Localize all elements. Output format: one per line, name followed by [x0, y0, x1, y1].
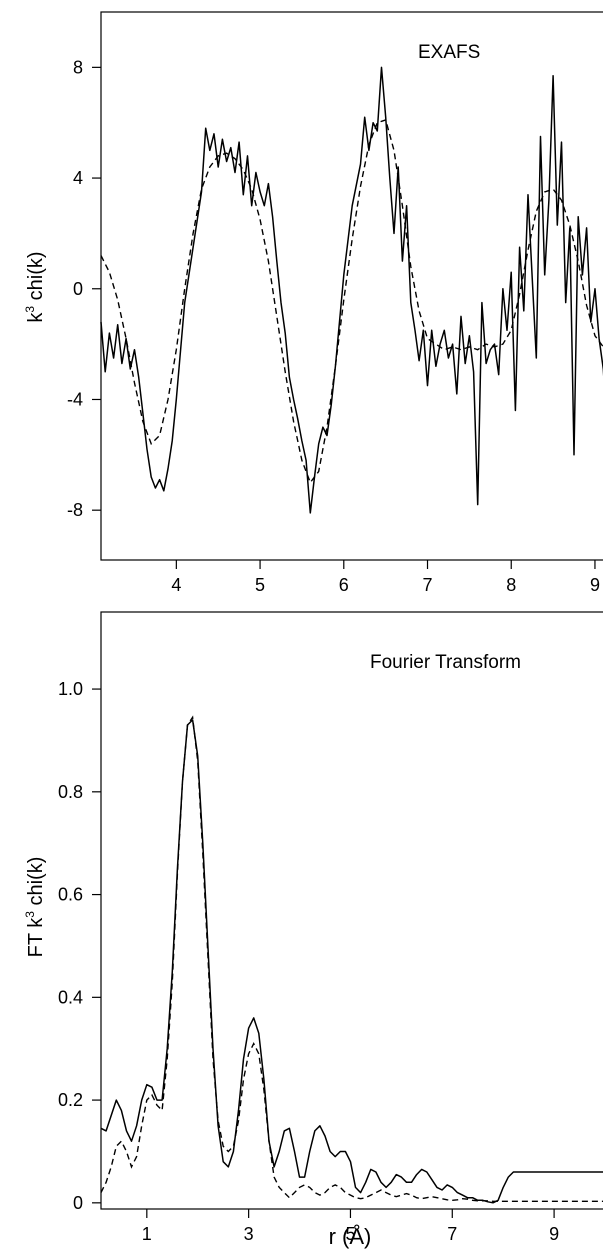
- x-tick-label: 5: [255, 575, 265, 595]
- exafs-x-ticks: 4 5 6 7 8 9: [171, 560, 600, 595]
- exafs-plot-frame: [100, 11, 603, 561]
- x-tick-label: 4: [171, 575, 181, 595]
- x-tick-label: 8: [506, 575, 516, 595]
- x-tick-label: 1: [142, 1224, 152, 1244]
- y-tick-label: 8: [73, 57, 83, 77]
- exafs-y-axis-label: k3 chi(k): [23, 251, 47, 322]
- x-tick-label: 3: [244, 1224, 254, 1244]
- y-tick-label: 0.6: [58, 885, 83, 905]
- y-tick-label: 0: [73, 1193, 83, 1213]
- ft-panel: 0 0.2 0.4 0.6 0.8 1.0 1 3 5 7 9 Fourier Transform…: [23, 611, 603, 1249]
- y-tick-label: 0: [73, 279, 83, 299]
- exafs-y-ticks: -8 -4 0 4 8: [67, 57, 101, 520]
- x-tick-label: 5: [345, 1224, 355, 1244]
- x-tick-label: 7: [447, 1224, 457, 1244]
- ft-plot-frame: [100, 611, 603, 1210]
- x-tick-label: 7: [423, 575, 433, 595]
- y-tick-label: 1.0: [58, 679, 83, 699]
- ft-x-ticks: 1 3 5 7 9: [142, 1209, 559, 1244]
- y-tick-label: -4: [67, 389, 83, 409]
- x-tick-label: 9: [549, 1224, 559, 1244]
- exafs-panel: -8 -4 0 4 8 4 5 6 7 8 9 EXAFS k3 chi(k): [23, 11, 603, 595]
- exafs-annotation: EXAFS: [418, 42, 480, 63]
- y-tick-label: -8: [67, 500, 83, 520]
- ft-x-axis-label: r (Å): [329, 1224, 372, 1249]
- ft-y-axis-label: FT k3 chi(k): [23, 857, 47, 958]
- ft-fit-dashed-line: [100, 715, 603, 1202]
- y-tick-label: 0.2: [58, 1090, 83, 1110]
- exafs-fit-dashed-line: [100, 119, 603, 484]
- exafs-data-solid-line: [100, 66, 603, 514]
- ft-y-ticks: 0 0.2 0.4 0.6 0.8 1.0: [58, 679, 101, 1213]
- y-tick-label: 0.4: [58, 987, 83, 1007]
- x-tick-label: 6: [339, 575, 349, 595]
- ft-annotation: Fourier Transform: [370, 652, 521, 673]
- ft-data-solid-line: [100, 719, 603, 1204]
- y-tick-label: 0.8: [58, 782, 83, 802]
- x-tick-label: 9: [590, 575, 600, 595]
- y-tick-label: 4: [73, 168, 83, 188]
